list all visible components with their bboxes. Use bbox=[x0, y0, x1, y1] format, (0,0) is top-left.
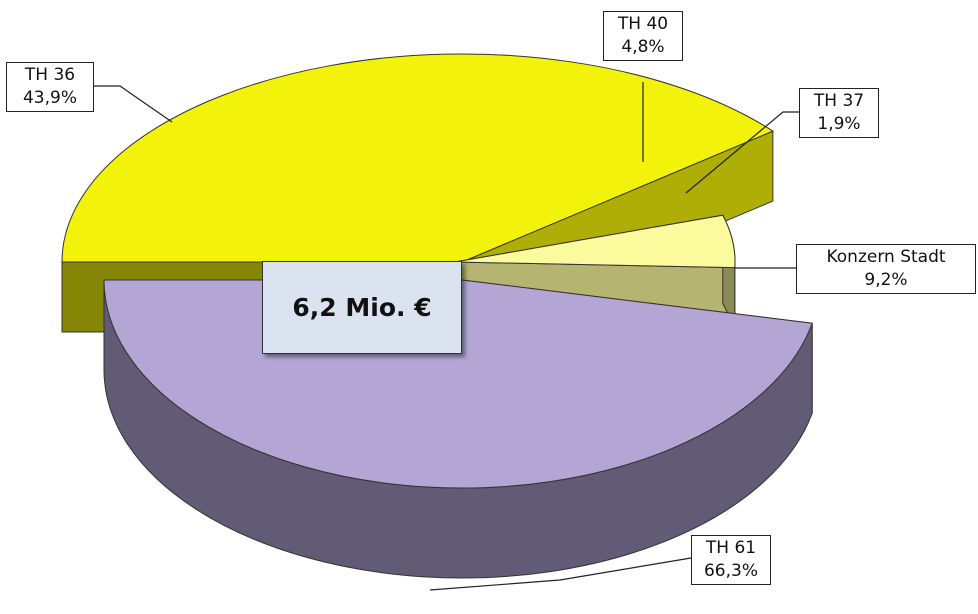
leader-line-th37 bbox=[685, 111, 799, 194]
slice-percent: 43,9% bbox=[22, 88, 77, 108]
slice-name: TH 40 bbox=[617, 14, 669, 34]
leader-line-th36 bbox=[94, 85, 173, 123]
slice-name: TH 37 bbox=[813, 91, 865, 111]
slice-label-th37: TH 37 1,9% bbox=[799, 88, 879, 138]
slice-label-konzern-stadt: Konzern Stadt 9,2% bbox=[796, 244, 976, 294]
slice-name: TH 36 bbox=[24, 65, 76, 85]
total-label: 6,2 Mio. € bbox=[292, 293, 432, 322]
slice-percent: 9,2% bbox=[864, 270, 908, 290]
slice-name: TH 61 bbox=[705, 538, 757, 558]
slice-percent: 66,3% bbox=[703, 561, 758, 581]
total-label-box: 6,2 Mio. € bbox=[262, 261, 462, 354]
slice-label-th61: TH 61 66,3% bbox=[691, 535, 771, 585]
slice-label-th36: TH 36 43,9% bbox=[6, 62, 94, 112]
slice-percent: 4,8% bbox=[621, 37, 665, 57]
leader-line-th61 bbox=[429, 557, 692, 591]
slice-percent: 1,9% bbox=[817, 114, 861, 134]
slice-name: Konzern Stadt bbox=[826, 247, 946, 267]
slice-label-th40: TH 40 4,8% bbox=[603, 11, 683, 61]
